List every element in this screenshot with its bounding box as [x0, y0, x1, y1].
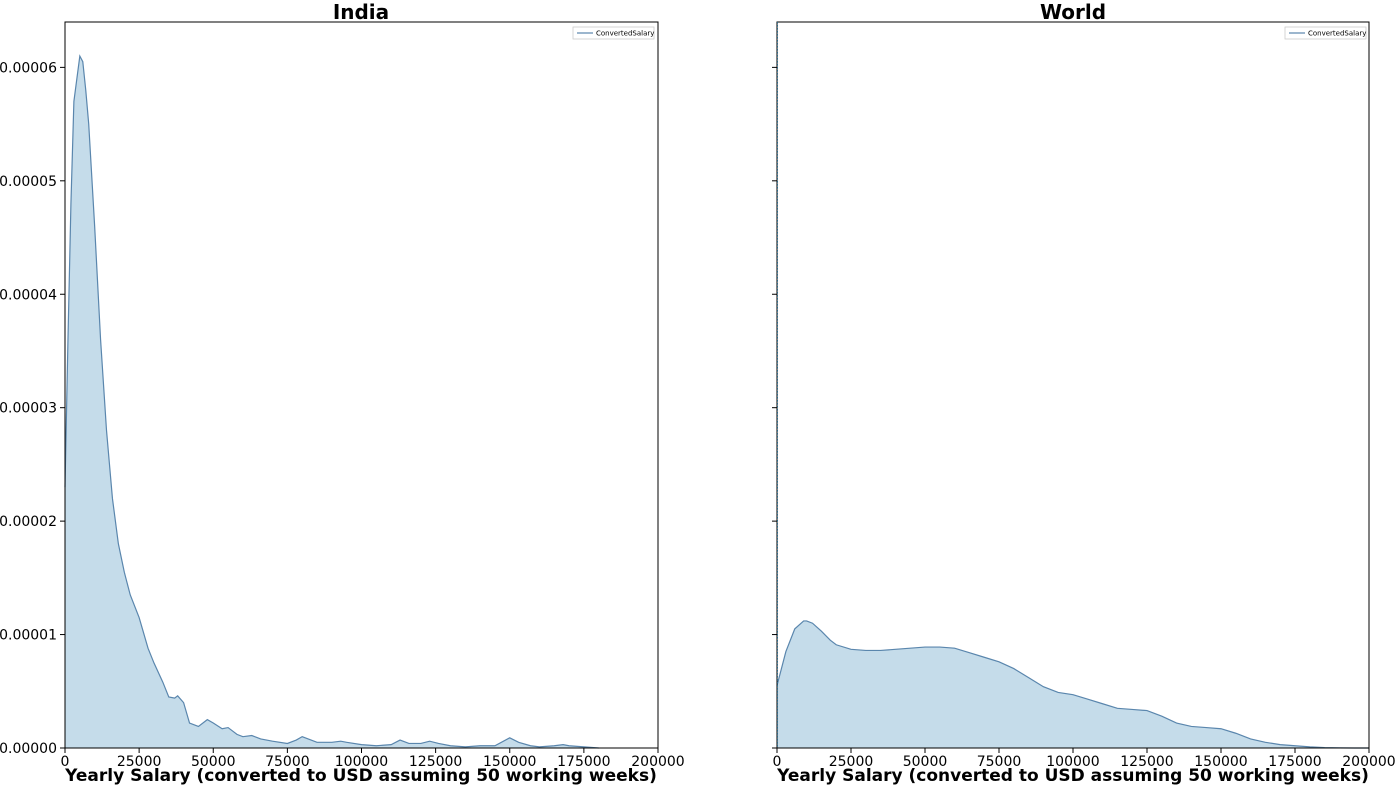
india-x-axis-label: Yearly Salary (converted to USD assuming… — [64, 766, 657, 786]
india-y-tick-label: 0.00003 — [0, 401, 57, 417]
world-legend-entry: ConvertedSalary — [1308, 30, 1366, 38]
india-y-tick-label: 0.00001 — [0, 628, 57, 644]
india-y-tick-label: 0.00004 — [0, 287, 57, 303]
world-x-axis-label: Yearly Salary (converted to USD assuming… — [776, 766, 1369, 786]
world-plot-area — [777, 621, 1369, 748]
world-chart-title: World — [1040, 0, 1106, 24]
india-y-tick-label: 0.00006 — [0, 60, 57, 76]
india-legend: ConvertedSalary — [573, 27, 654, 39]
india-y-tick-label: 0.00002 — [0, 514, 57, 530]
india-y-tick-label: 0.00005 — [0, 174, 57, 190]
india-y-tick-label: 0.00000 — [0, 741, 57, 757]
india-plot-area — [65, 56, 599, 748]
india-legend-entry: ConvertedSalary — [596, 30, 654, 38]
india-density-fill-series-0 — [65, 56, 599, 748]
world-chart-panel: World 0 25000 50000 75000 100000 125000 150000… — [772, 0, 1396, 786]
world-legend: ConvertedSalary — [1285, 27, 1366, 39]
world-axes-frame — [777, 22, 1369, 748]
india-axes-frame — [65, 22, 658, 748]
india-chart-panel: India 0 25000 50000 75000 100000 125000 150000… — [0, 0, 685, 786]
india-chart-title: India — [333, 0, 389, 24]
world-density-fill-series-0 — [777, 621, 1369, 748]
